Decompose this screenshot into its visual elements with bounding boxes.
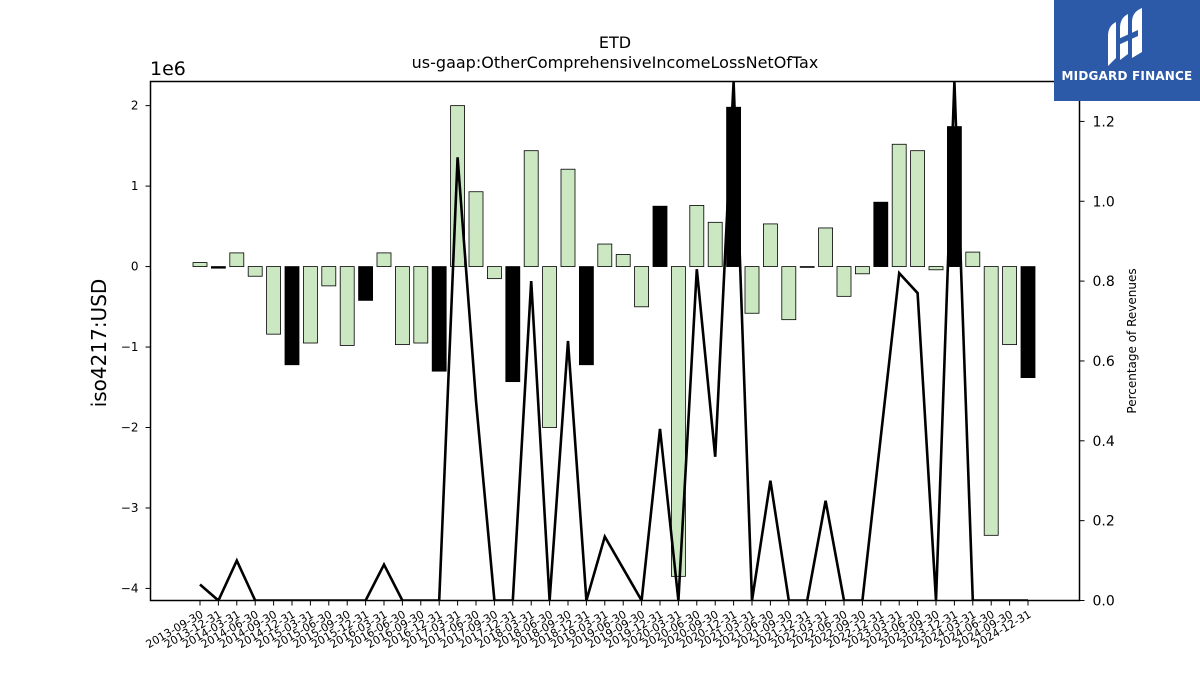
- y2-tick-label: 1.0: [1093, 194, 1115, 210]
- logo-text: MIDGARD FINANCE: [1061, 69, 1193, 83]
- y-tick-label: −3: [121, 501, 139, 515]
- chart-title: ETD: [599, 33, 631, 52]
- bar-2019-09-30: [634, 266, 649, 308]
- bar-2019-12-31: [652, 205, 668, 267]
- bar-2013-12-31: [210, 266, 226, 269]
- bar-2021-03-31: [744, 266, 760, 314]
- bar-2023-03-31: [891, 143, 907, 267]
- bar-2015-06-30: [321, 266, 337, 287]
- y2-axis: 0.0 0.2 0.4 0.6 0.8 1.0 1.2: [1079, 114, 1115, 610]
- bar-2023-06-30: [910, 150, 925, 267]
- bar-2022-03-31: [818, 227, 833, 267]
- y-tick-label: 2: [131, 99, 139, 113]
- bar-2018-03-31: [523, 150, 539, 267]
- bar-2020-03-31: [671, 266, 686, 577]
- bar-2014-09-30: [266, 266, 282, 335]
- bar-2017-09-30: [486, 266, 502, 280]
- y2-axis-label: Percentage of Revenues: [1125, 268, 1139, 413]
- bar-2019-03-31: [597, 243, 613, 267]
- bar-2016-03-31: [376, 252, 392, 267]
- x-axis: 2013-09-302013-12-312014-03-312014-06-30…: [144, 600, 1034, 651]
- bar-2018-09-30: [560, 168, 576, 267]
- bar-2018-12-31: [579, 266, 594, 366]
- bar-2019-06-30: [615, 254, 631, 267]
- bar-2024-06-30: [983, 266, 999, 536]
- line-series: [199, 81, 1028, 601]
- y-tick-label: −1: [121, 340, 139, 354]
- bar-2024-09-30: [1002, 266, 1017, 346]
- bar-2022-12-31: [873, 201, 889, 267]
- revenue-share-line: [199, 81, 1028, 601]
- bar-2015-12-31: [358, 266, 374, 301]
- y2-tick-label: 0.8: [1093, 274, 1115, 290]
- bar-2015-09-30: [339, 266, 355, 346]
- y2-tick-label: 0.6: [1093, 354, 1115, 370]
- bar-2014-03-31: [229, 252, 245, 267]
- y2-tick-label: 0.4: [1093, 434, 1115, 450]
- y-axis: 2 1 0 −1 −2 −3 −4: [121, 99, 151, 595]
- bar-2018-06-30: [542, 266, 557, 428]
- bar-2016-06-30: [394, 266, 410, 346]
- bar-2021-06-30: [763, 223, 778, 267]
- y2-tick-label: 1.2: [1093, 114, 1115, 130]
- bar-2015-03-31: [302, 266, 318, 344]
- bar-2022-09-30: [855, 266, 870, 275]
- bar-2017-06-30: [468, 191, 484, 267]
- bar-2017-12-31: [505, 266, 521, 383]
- y2-tick-label: 0.2: [1093, 514, 1115, 530]
- bar-2024-03-31: [965, 251, 981, 267]
- bar-2016-09-30: [413, 266, 429, 344]
- brand-logo: MIDGARD FINANCE: [1054, 0, 1200, 101]
- bar-2014-06-30: [247, 266, 263, 277]
- bar-2013-09-30: [192, 262, 208, 267]
- plot-frame: [149, 80, 1081, 602]
- bar-2022-06-30: [836, 266, 852, 297]
- bar-2021-12-31: [799, 266, 815, 268]
- bar-2021-09-30: [781, 266, 797, 321]
- y-tick-label: 1: [131, 179, 139, 193]
- bar-2020-06-30: [689, 205, 705, 267]
- bar-2020-09-30: [707, 221, 723, 267]
- midgard-logo-icon: [1108, 8, 1142, 66]
- bar-2014-12-31: [284, 266, 300, 366]
- y-axis-label: iso4217:USD: [87, 279, 111, 408]
- y2-tick-label: 0.0: [1093, 594, 1115, 610]
- y-offset-label: 1e6: [150, 58, 186, 80]
- bar-2016-12-31: [431, 266, 447, 372]
- bar-2024-12-31: [1020, 266, 1036, 379]
- y-tick-label: −4: [121, 581, 139, 595]
- y-tick-label: 0: [131, 260, 139, 274]
- chart-subtitle: us-gaap:OtherComprehensiveIncomeLossNetO…: [412, 53, 819, 72]
- y-tick-label: −2: [121, 421, 139, 435]
- bar-2023-09-30: [928, 266, 944, 271]
